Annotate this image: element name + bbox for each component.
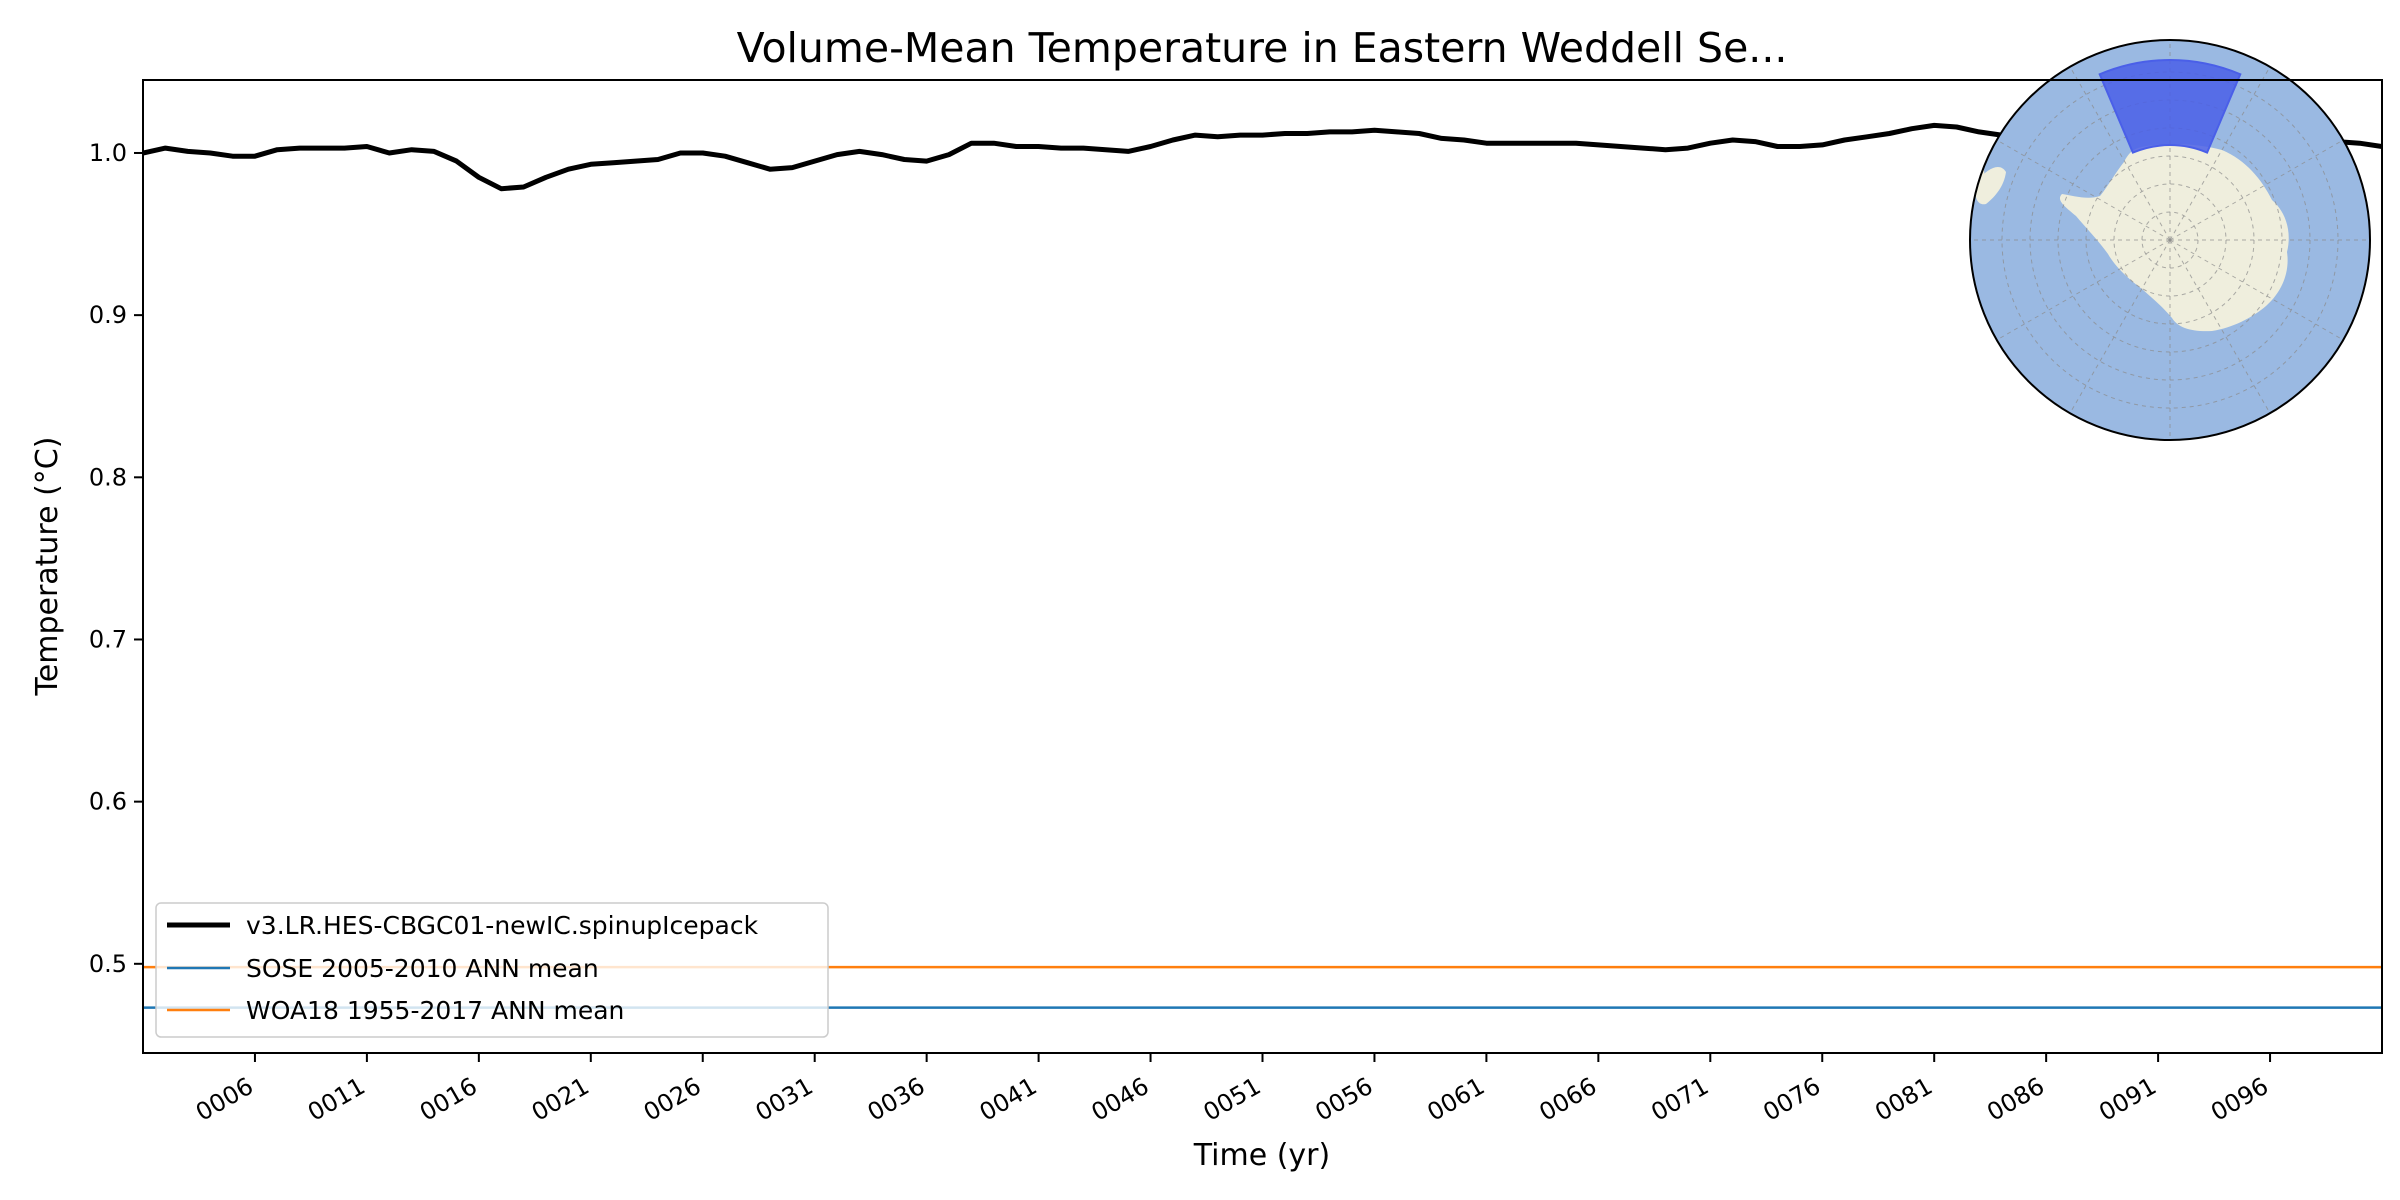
- y-tick-label: 1.0: [89, 139, 127, 167]
- meridian-line: [2169, 139, 2344, 241]
- x-axis-label: Time (yr): [1193, 1138, 1330, 1173]
- meridian-line: [2069, 66, 2171, 241]
- meridian-line: [2169, 239, 2271, 414]
- x-tick-label: 0026: [639, 1072, 706, 1127]
- legend-label-model: v3.LR.HES-CBGC01-newIC.spinupIcepack: [246, 911, 759, 940]
- x-tick-label: 0031: [751, 1072, 818, 1127]
- graticule: [1970, 40, 2370, 440]
- x-tick-label: 0016: [415, 1072, 482, 1127]
- legend-label-sose: SOSE 2005-2010 ANN mean: [246, 954, 599, 983]
- y-axis-ticks: 0.5 0.6 0.7 0.8 0.9 1.0: [89, 139, 143, 978]
- x-tick-label: 0021: [527, 1072, 594, 1127]
- x-tick-label: 0046: [1087, 1072, 1154, 1127]
- meridian-line: [1996, 239, 2171, 341]
- map-content: [1970, 40, 2370, 440]
- y-tick-label: 0.5: [89, 950, 127, 978]
- x-tick-label: 0081: [1870, 1072, 1937, 1127]
- x-tick-label: 0061: [1423, 1072, 1490, 1127]
- x-tick-label: 0086: [1982, 1072, 2049, 1127]
- legend-box: [155, 902, 829, 1038]
- x-tick-label: 0091: [2094, 1072, 2161, 1127]
- inset-border: [1969, 39, 2371, 441]
- x-tick-label: 0066: [1534, 1072, 1601, 1127]
- legend: v3.LR.HES-CBGC01-newIC.spinupIcepack SOS…: [155, 902, 829, 1038]
- y-tick-label: 0.7: [89, 625, 127, 653]
- x-axis-ticks: 0006 0011 0016 0021 0026 0031 0036 0041 0046 0051…: [191, 1053, 2273, 1127]
- x-tick-label: 0056: [1311, 1072, 1378, 1127]
- antarctica-land: [2059, 144, 2289, 332]
- x-tick-label: 0041: [975, 1072, 1042, 1127]
- x-tick-label: 0076: [1758, 1072, 1825, 1127]
- legend-label-woa18: WOA18 1955-2017 ANN mean: [246, 996, 624, 1025]
- meridian-line: [2169, 66, 2271, 241]
- x-tick-label: 0096: [2206, 1072, 2273, 1127]
- y-tick-label: 0.6: [89, 788, 127, 816]
- x-tick-label: 0051: [1199, 1072, 1266, 1127]
- chart-title: Volume-Mean Temperature in Eastern Wedde…: [737, 24, 1788, 72]
- x-tick-label: 0036: [863, 1072, 930, 1127]
- x-tick-label: 0011: [303, 1072, 370, 1127]
- antarctic-inset-map: [1969, 39, 2371, 441]
- meridian-line: [2069, 239, 2171, 414]
- eastern-weddell-region: [2098, 59, 2242, 154]
- y-tick-label: 0.8: [89, 463, 127, 491]
- y-tick-label: 0.9: [89, 301, 127, 329]
- plot-frame: [142, 79, 2383, 1054]
- x-tick-label: 0071: [1646, 1072, 1713, 1127]
- y-axis-label: Temperature (°C): [30, 437, 65, 697]
- meridian-line: [2169, 239, 2344, 341]
- x-tick-label: 0006: [191, 1072, 258, 1127]
- meridian-line: [1996, 139, 2171, 241]
